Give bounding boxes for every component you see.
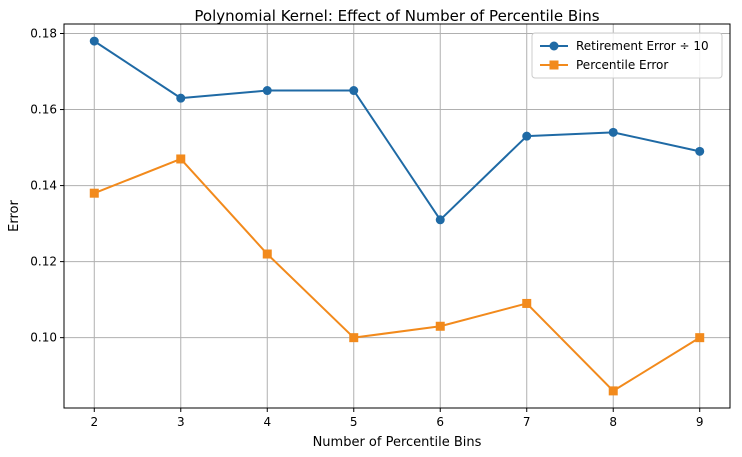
data-point-0: [695, 146, 705, 156]
x-tick-label: 8: [609, 415, 617, 429]
x-tick-label: 7: [523, 415, 531, 429]
x-tick-label: 2: [90, 415, 98, 429]
legend-marker-0: [549, 41, 559, 51]
data-point-0: [349, 86, 359, 96]
legend-label-0: Retirement Error ÷ 10: [576, 39, 709, 53]
y-tick-label: 0.16: [30, 103, 57, 117]
series-line-1: [93, 157, 701, 392]
axis-ticks: 2 3 4 5 6 7 8 9 0.10 0.12 0.14 0.16 0.18: [30, 27, 703, 429]
x-tick-label: 6: [436, 415, 444, 429]
chart-title: Polynomial Kernel: Effect of Number of P…: [194, 7, 599, 25]
data-point-0: [435, 215, 445, 225]
data-point-1: [435, 321, 445, 331]
data-point-1: [695, 333, 705, 343]
data-point-1: [608, 386, 618, 396]
plot-frame: [63, 23, 731, 409]
legend: Retirement Error ÷ 10 Percentile Error: [531, 32, 723, 79]
data-point-1: [349, 333, 359, 343]
data-point-0: [262, 86, 272, 96]
legend-label-1: Percentile Error: [576, 58, 668, 72]
data-point-0: [89, 36, 99, 46]
data-point-0: [522, 131, 532, 141]
series-layer: [89, 36, 705, 396]
data-point-1: [176, 154, 186, 164]
x-tick-label: 9: [696, 415, 704, 429]
data-point-1: [522, 298, 532, 308]
series-line-0: [93, 40, 700, 221]
y-tick-label: 0.12: [30, 255, 57, 269]
legend-box: [531, 32, 723, 79]
data-point-0: [176, 93, 186, 103]
legend-marker-1: [549, 60, 559, 70]
y-tick-label: 0.10: [30, 331, 57, 345]
data-point-1: [262, 249, 272, 259]
y-tick-label: 0.18: [30, 27, 57, 41]
x-axis-label: Number of Percentile Bins: [313, 435, 482, 450]
y-axis-label: Error: [7, 200, 22, 232]
x-tick-label: 3: [177, 415, 185, 429]
x-tick-label: 4: [263, 415, 271, 429]
data-point-0: [608, 127, 618, 137]
data-point-1: [89, 188, 99, 198]
x-tick-label: 5: [350, 415, 358, 429]
y-tick-label: 0.14: [30, 179, 57, 193]
